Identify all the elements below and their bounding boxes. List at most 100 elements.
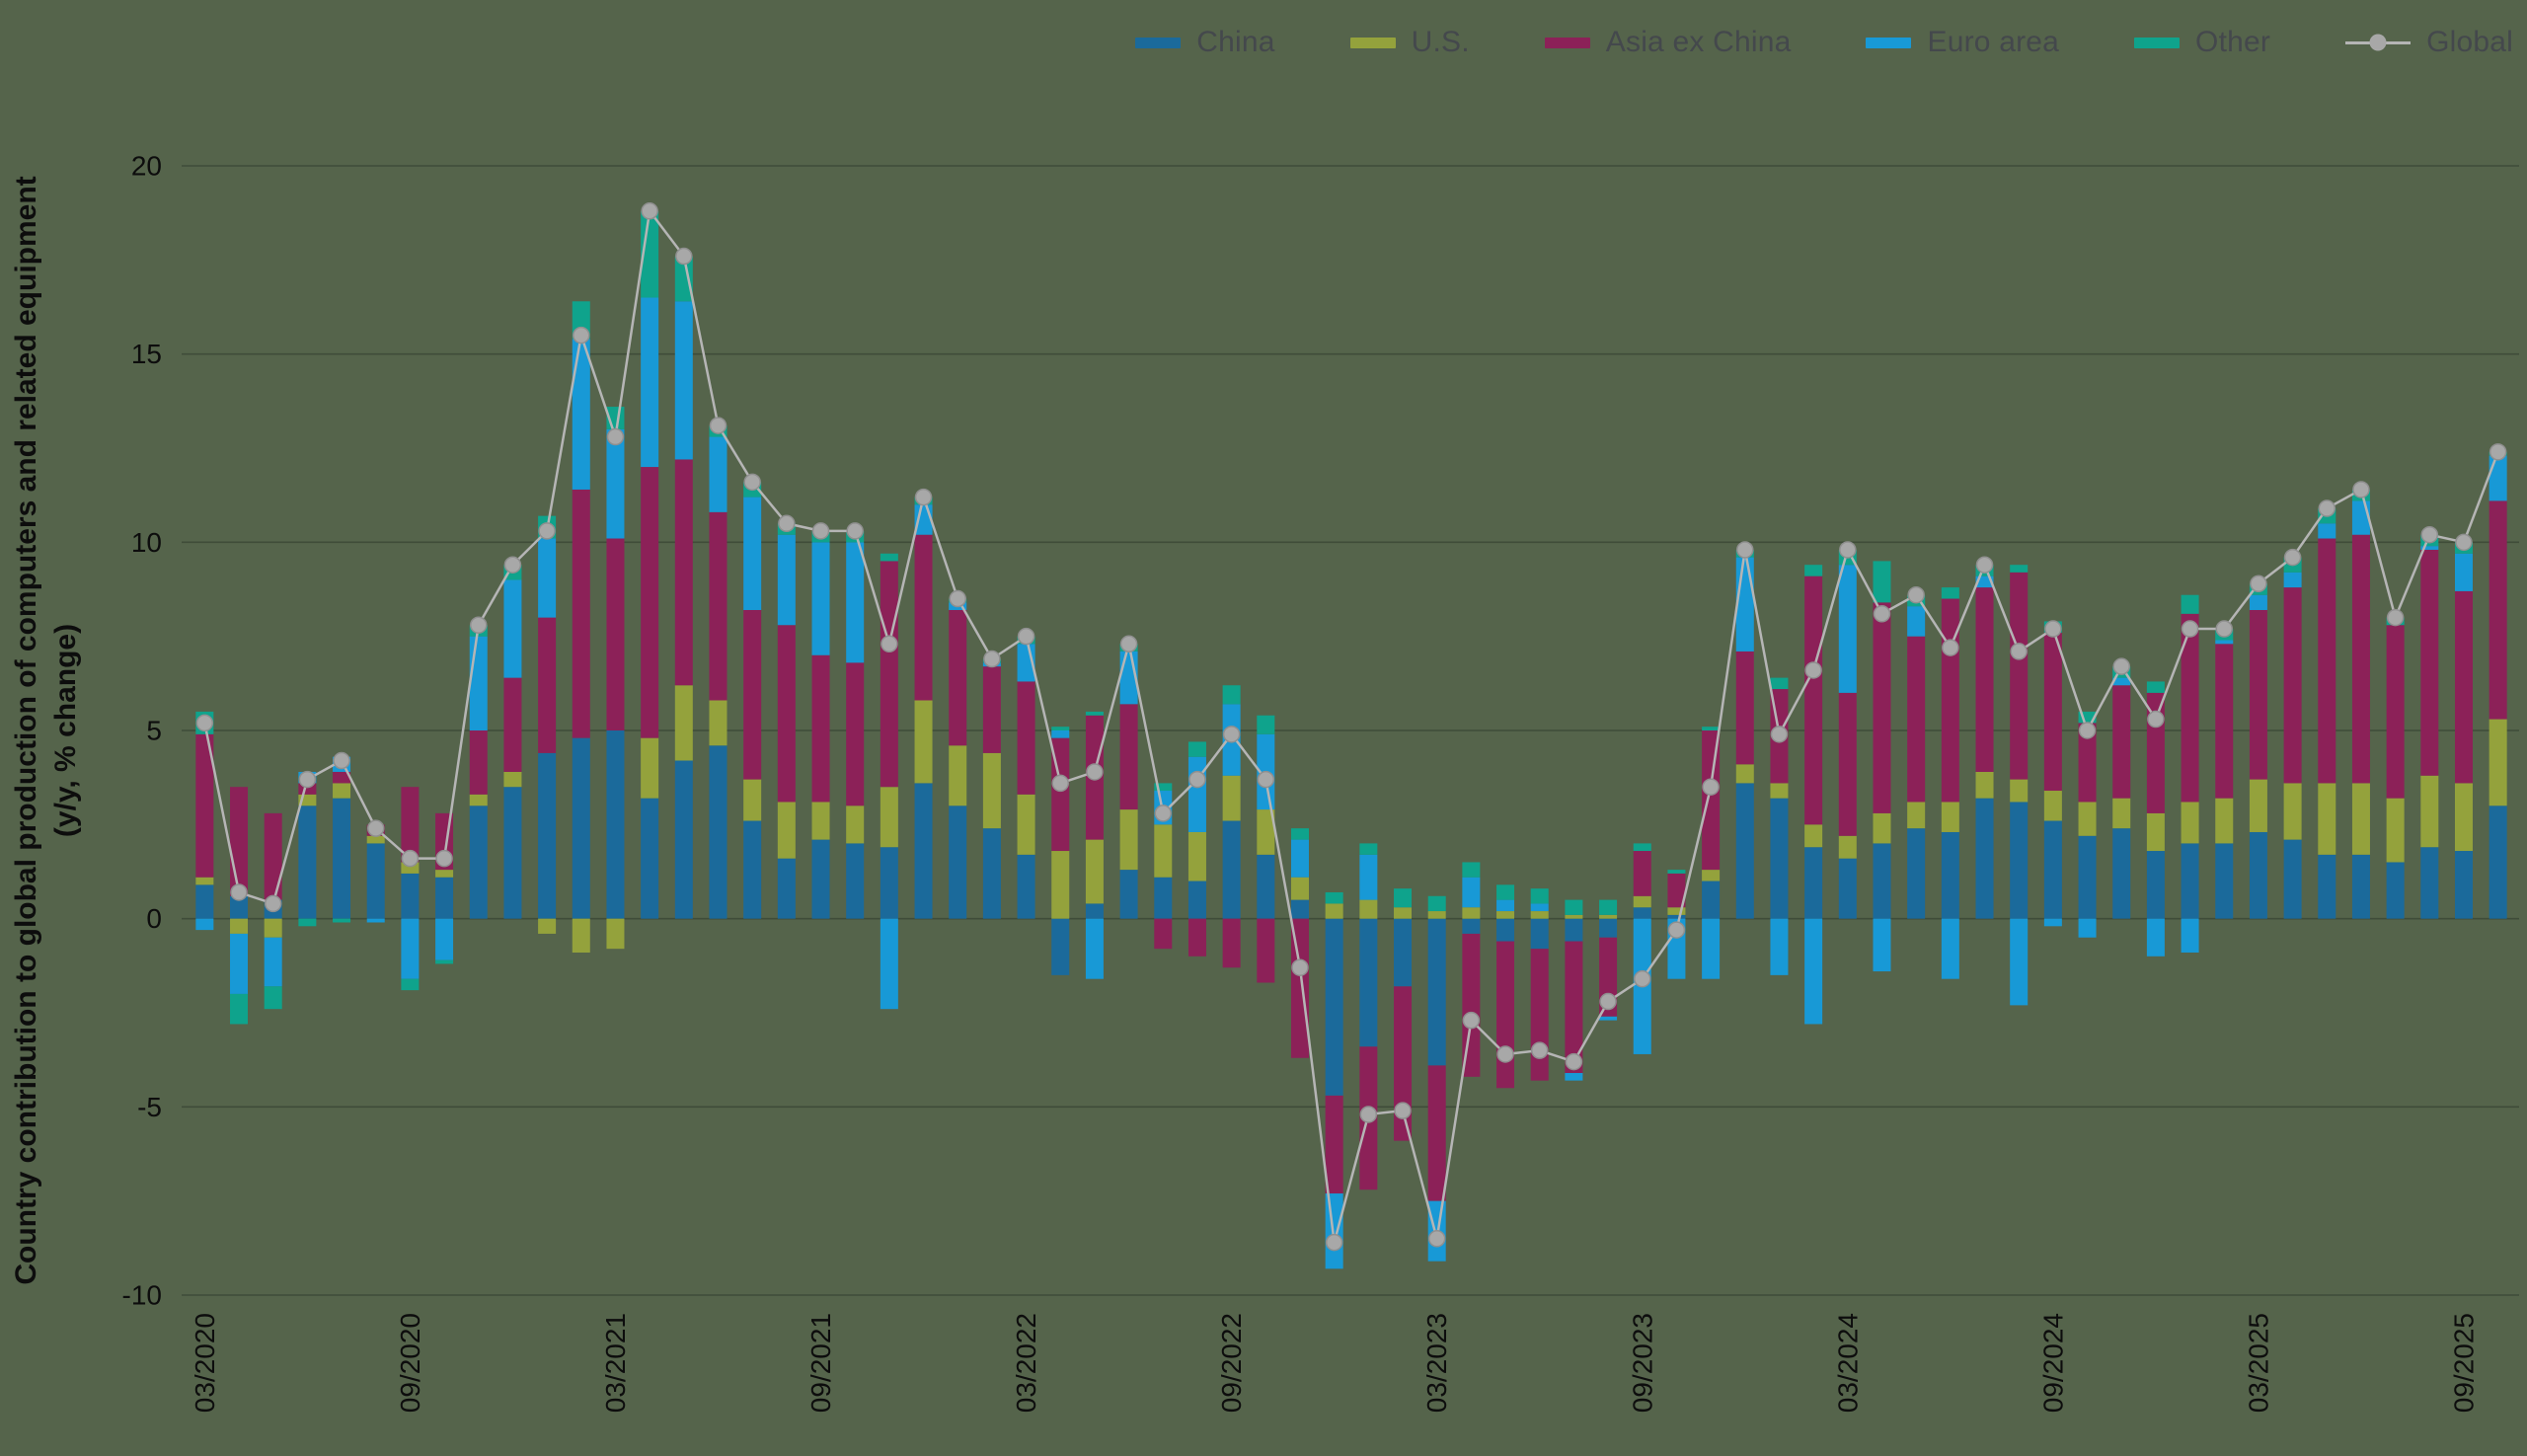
bar-segment	[846, 805, 865, 844]
global-marker	[298, 770, 317, 789]
bar-segment	[2351, 500, 2370, 535]
legend-item-china: China	[1135, 26, 1274, 59]
bar-segment	[709, 700, 727, 746]
global-marker	[1634, 969, 1651, 988]
bar-segment	[1017, 854, 1035, 919]
bar-segment	[674, 256, 693, 302]
bar-segment	[641, 798, 659, 919]
global-marker	[2352, 481, 2370, 498]
y-tick-label: 5	[146, 716, 162, 746]
bar-segment	[1599, 899, 1618, 915]
global-marker	[1359, 1106, 1378, 1123]
bar-segment	[1975, 798, 1994, 919]
global-marker	[2455, 533, 2473, 552]
bar-segment	[1154, 918, 1173, 950]
legend-item-global: Global	[2345, 26, 2513, 59]
asia-ex-china-swatch-icon	[1544, 37, 1590, 48]
bar-segment	[1873, 843, 1891, 919]
bar-segment	[1530, 918, 1549, 950]
bar-segment	[2283, 587, 2302, 784]
y-tick-label: 15	[131, 339, 162, 369]
bar-segment	[1257, 715, 1275, 734]
other-swatch-icon	[2134, 37, 2181, 48]
global-marker	[1530, 1041, 1549, 1059]
global-marker	[709, 417, 727, 434]
bar-segment	[1119, 809, 1138, 871]
x-tick-label: 03/2021	[600, 1313, 631, 1413]
bar-segment	[2351, 534, 2370, 784]
global-marker	[1839, 541, 1857, 559]
bar-segment	[2351, 854, 2370, 919]
x-tick-label: 09/2020	[395, 1313, 425, 1413]
bar-segment	[1565, 899, 1583, 915]
bar-segment	[777, 625, 796, 803]
legend-item-euro-area: Euro area	[1866, 26, 2059, 59]
euro-area-swatch-icon	[1866, 37, 1912, 48]
bar-segment	[1975, 771, 1994, 799]
global-marker	[1257, 770, 1275, 789]
bar-segment	[743, 497, 762, 610]
bar-segment	[2010, 572, 2029, 780]
bar-segment	[709, 745, 727, 919]
global-marker	[1942, 639, 1959, 656]
bar-segment	[1975, 587, 1994, 772]
bar-segment	[1633, 851, 1651, 896]
global-marker	[811, 522, 830, 540]
bar-segment	[1838, 858, 1857, 919]
bar-segment	[2078, 835, 2097, 919]
us-swatch-icon	[1349, 37, 1396, 48]
y-axis-title-line1: Country contribution to global productio…	[10, 176, 42, 1284]
bar-segment	[1907, 828, 1926, 919]
bar-segment	[1941, 587, 1959, 599]
global-marker	[573, 326, 590, 345]
bar-segment	[1873, 918, 1891, 972]
bar-segment	[1290, 877, 1309, 900]
bar-segment	[606, 730, 625, 919]
bar-segment	[1941, 918, 1959, 979]
global-marker	[1873, 605, 1891, 623]
global-marker	[1667, 921, 1686, 939]
bar-segment	[2318, 854, 2336, 919]
bar-segment	[1667, 873, 1686, 908]
bar-segment	[1941, 598, 1959, 803]
bar-segment	[2146, 681, 2165, 693]
bar-segment	[298, 805, 317, 919]
bar-segment	[1359, 843, 1378, 855]
bar-segment	[1702, 881, 1721, 919]
global-marker	[2044, 620, 2062, 638]
bar-segment	[606, 538, 625, 730]
bar-segment	[1530, 949, 1549, 1081]
bar-segment	[1051, 727, 1070, 730]
global-marker	[401, 849, 420, 868]
bar-segment	[1325, 1095, 1343, 1194]
bar-segment	[1530, 911, 1549, 919]
global-marker	[1394, 1102, 1412, 1119]
bars-layer	[195, 210, 2507, 1269]
global-marker	[2489, 443, 2507, 461]
bar-segment	[1735, 557, 1754, 651]
axis-layer: -10 -5 0 5 10 15 20 03/2020 09/2020 03/2021 09/202…	[122, 151, 2480, 1414]
bar-segment	[1325, 891, 1343, 904]
bar-segment	[1154, 877, 1173, 919]
bar-segment	[709, 436, 727, 512]
bar-segment	[2112, 677, 2131, 686]
bar-segment	[1633, 895, 1651, 908]
global-line-swatch-icon	[2345, 34, 2412, 51]
bar-segment	[2386, 625, 2405, 799]
bar-segment	[1222, 775, 1241, 821]
bar-segment	[2043, 632, 2062, 792]
bar-segment	[435, 870, 454, 878]
bar-segment	[503, 771, 522, 788]
bar-segment	[880, 561, 898, 788]
y-tick-label: 0	[146, 903, 162, 934]
bar-segment	[435, 877, 454, 919]
bar-segment	[1770, 918, 1789, 975]
bar-segment	[1187, 831, 1206, 881]
bar-segment	[1325, 903, 1343, 919]
bar-segment	[572, 918, 590, 953]
global-marker	[1427, 1230, 1446, 1248]
bar-segment	[435, 959, 454, 964]
bar-segment	[1085, 711, 1104, 716]
bar-segment	[1051, 918, 1070, 975]
bar-segment	[949, 745, 967, 806]
